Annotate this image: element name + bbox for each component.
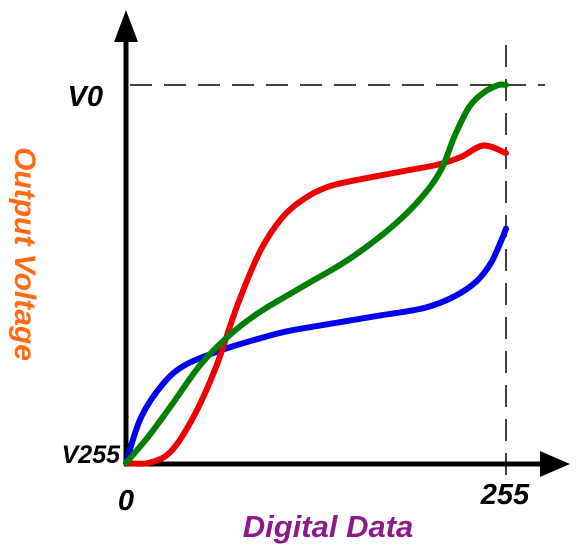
x-tick-255: 255 xyxy=(480,479,530,511)
x-tick-0: 0 xyxy=(118,485,134,517)
y-tick-v255: V255 xyxy=(62,441,121,469)
series-red-curve xyxy=(123,142,509,467)
x-axis-arrow xyxy=(540,451,570,477)
y-tick-v0: V0 xyxy=(68,81,103,113)
y-axis-arrow xyxy=(114,10,138,42)
series-blue-curve xyxy=(123,225,509,466)
x-axis-label: Digital Data xyxy=(243,509,414,544)
y-axis-label: Output Voltage xyxy=(8,147,41,361)
series-green-curve xyxy=(123,81,509,466)
series-layer xyxy=(123,81,509,467)
